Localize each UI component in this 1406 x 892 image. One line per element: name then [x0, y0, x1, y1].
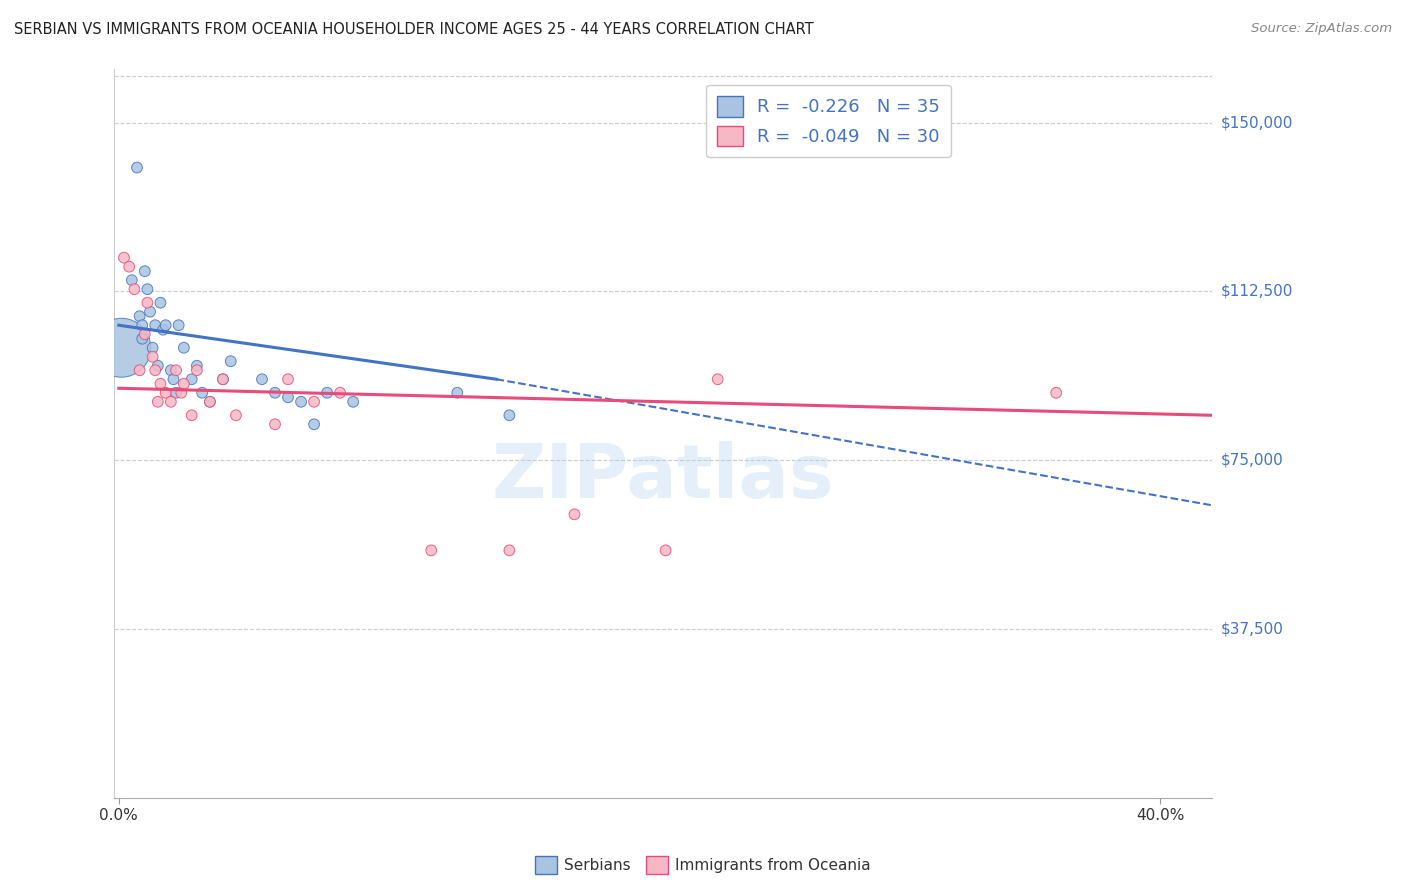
- Point: [173, 376, 195, 391]
- Point: [316, 385, 339, 400]
- Point: [225, 409, 247, 423]
- Point: [160, 363, 183, 377]
- Point: [302, 417, 325, 432]
- Point: [136, 295, 159, 310]
- Text: $150,000: $150,000: [1220, 115, 1292, 130]
- Point: [264, 417, 287, 432]
- Point: [706, 372, 728, 386]
- Point: [134, 327, 156, 342]
- Point: [342, 394, 364, 409]
- Point: [124, 282, 146, 296]
- Point: [131, 318, 153, 333]
- Legend: R =  -0.226   N = 35, R =  -0.049   N = 30: R = -0.226 N = 35, R = -0.049 N = 30: [706, 85, 950, 157]
- Point: [167, 318, 190, 333]
- Point: [160, 394, 183, 409]
- Point: [302, 394, 325, 409]
- Point: [110, 341, 132, 355]
- Point: [446, 385, 468, 400]
- Point: [250, 372, 273, 386]
- Point: [128, 363, 150, 377]
- Point: [155, 385, 177, 400]
- Point: [564, 508, 586, 522]
- Text: ZIPatlas: ZIPatlas: [492, 441, 834, 514]
- Point: [264, 385, 287, 400]
- Point: [277, 372, 299, 386]
- Text: $37,500: $37,500: [1220, 622, 1284, 637]
- Point: [277, 390, 299, 404]
- Point: [170, 385, 193, 400]
- Point: [212, 372, 235, 386]
- Point: [134, 264, 156, 278]
- Text: $75,000: $75,000: [1220, 453, 1284, 467]
- Point: [329, 385, 352, 400]
- Legend: Serbians, Immigrants from Oceania: Serbians, Immigrants from Oceania: [529, 850, 877, 880]
- Point: [420, 543, 443, 558]
- Point: [165, 363, 187, 377]
- Point: [162, 372, 184, 386]
- Point: [654, 543, 676, 558]
- Point: [191, 385, 214, 400]
- Point: [155, 318, 177, 333]
- Point: [219, 354, 242, 368]
- Point: [180, 409, 202, 423]
- Point: [1045, 385, 1067, 400]
- Point: [149, 376, 172, 391]
- Point: [143, 318, 166, 333]
- Point: [498, 409, 520, 423]
- Point: [173, 341, 195, 355]
- Point: [143, 363, 166, 377]
- Point: [136, 282, 159, 296]
- Point: [149, 295, 172, 310]
- Point: [186, 359, 208, 373]
- Point: [290, 394, 312, 409]
- Text: SERBIAN VS IMMIGRANTS FROM OCEANIA HOUSEHOLDER INCOME AGES 25 - 44 YEARS CORRELA: SERBIAN VS IMMIGRANTS FROM OCEANIA HOUSE…: [14, 22, 814, 37]
- Point: [142, 341, 165, 355]
- Text: $112,500: $112,500: [1220, 284, 1292, 299]
- Point: [152, 323, 174, 337]
- Point: [139, 304, 162, 318]
- Point: [112, 251, 135, 265]
- Point: [128, 309, 150, 323]
- Point: [198, 394, 221, 409]
- Point: [146, 359, 169, 373]
- Point: [142, 350, 165, 364]
- Point: [186, 363, 208, 377]
- Point: [165, 385, 187, 400]
- Point: [198, 394, 221, 409]
- Point: [212, 372, 235, 386]
- Point: [125, 161, 148, 175]
- Point: [498, 543, 520, 558]
- Point: [146, 394, 169, 409]
- Text: Source: ZipAtlas.com: Source: ZipAtlas.com: [1251, 22, 1392, 36]
- Point: [180, 372, 202, 386]
- Point: [118, 260, 141, 274]
- Point: [131, 332, 153, 346]
- Point: [121, 273, 143, 287]
